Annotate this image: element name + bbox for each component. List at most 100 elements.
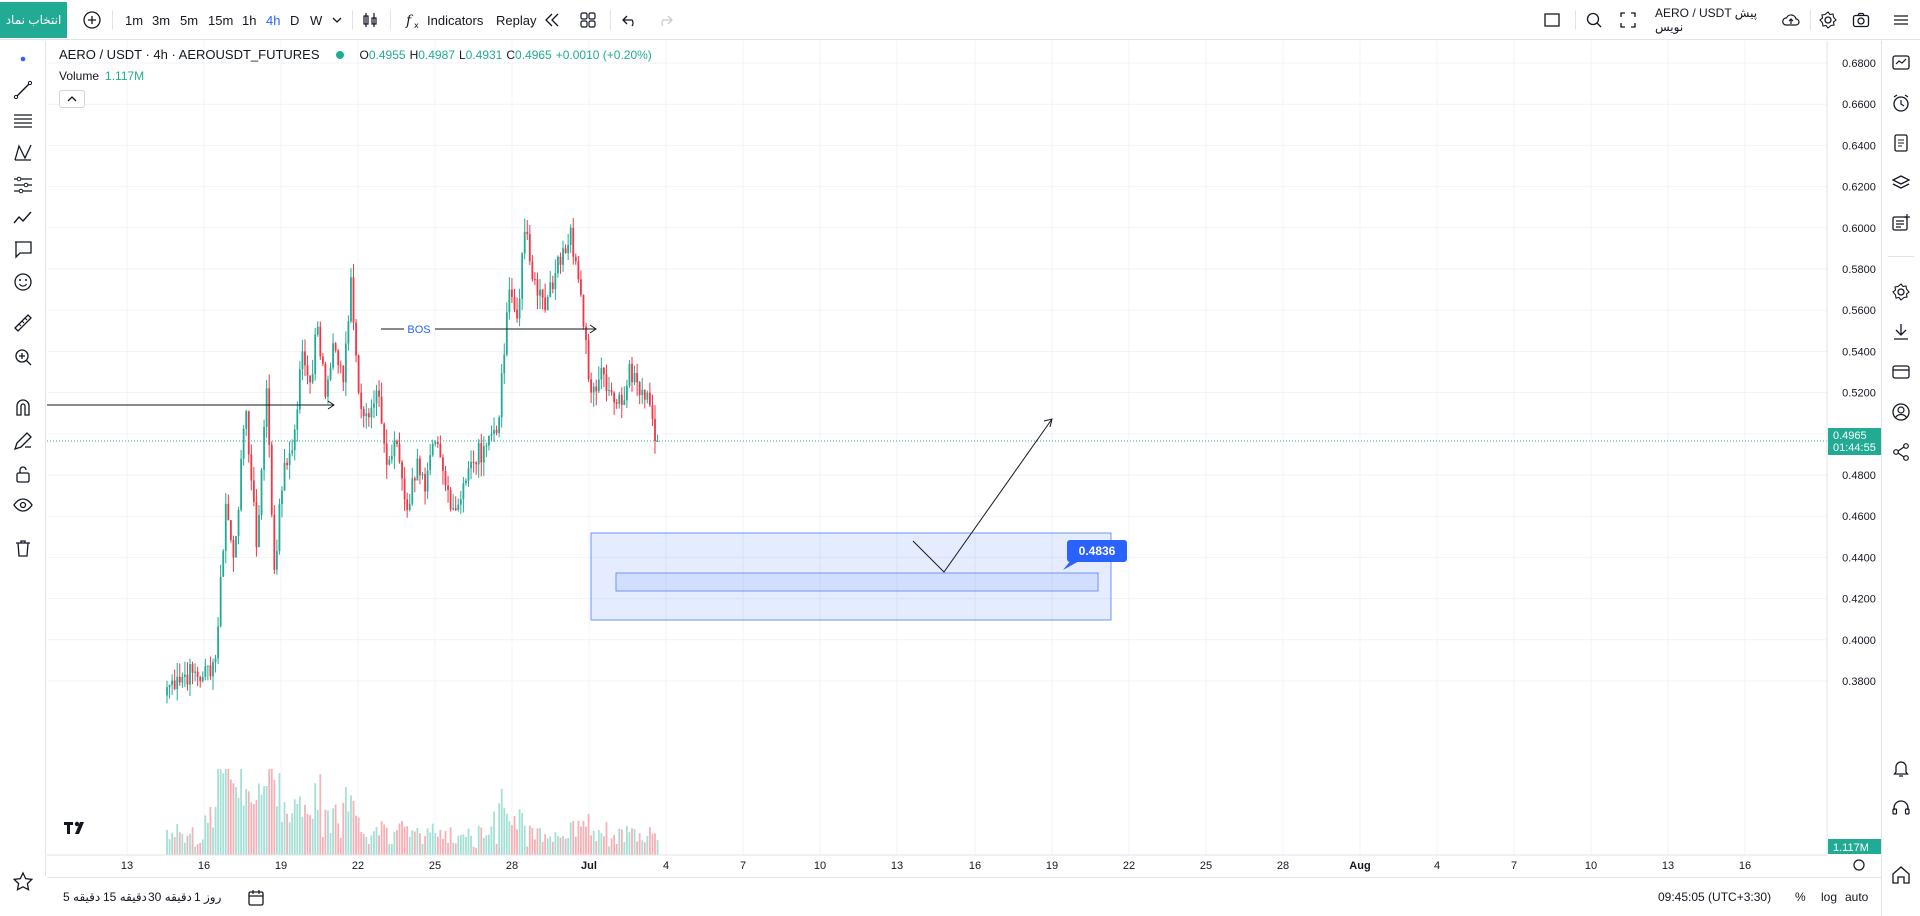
range-30-min[interactable]: 30 دقیقه [148, 890, 192, 904]
volume-bar [654, 833, 656, 855]
candle-body [242, 428, 245, 459]
volume-bar [592, 830, 595, 855]
volume-label[interactable]: Volume [59, 69, 100, 83]
magnet-icon[interactable] [11, 395, 35, 419]
clock-timezone[interactable]: 09:45:05 (UTC+3:30) [1658, 890, 1772, 904]
volume-bar [638, 833, 641, 855]
compare-add-icon[interactable] [82, 10, 102, 30]
symbol-search-button[interactable]: انتخاب نماد [0, 2, 67, 38]
log-scale-toggle[interactable]: log [1821, 890, 1838, 904]
projection-icon[interactable] [11, 173, 35, 197]
price-tick-label: 0.4200 [1842, 594, 1876, 606]
auto-scale-toggle[interactable]: auto [1845, 890, 1869, 904]
forecast-icon[interactable] [11, 206, 35, 230]
toolbar-divider [112, 10, 113, 30]
interval-1h[interactable]: 1h [242, 12, 257, 28]
layouts-grid-icon[interactable] [578, 10, 598, 30]
ruler-measure-icon[interactable] [11, 311, 35, 335]
redo-icon[interactable] [655, 10, 675, 30]
interval-15m[interactable]: 15m [208, 12, 234, 28]
replay-icon[interactable] [542, 10, 562, 30]
news-add-icon[interactable] [1890, 212, 1912, 234]
user-profile-icon[interactable] [1890, 401, 1912, 423]
candle-body [396, 440, 398, 445]
support-headset-icon[interactable] [1890, 797, 1912, 819]
indicators-button[interactable]: Indicators [427, 12, 484, 28]
download-icon[interactable] [1890, 321, 1912, 343]
trash-icon[interactable] [11, 536, 35, 560]
cursor-dot-icon[interactable] [11, 47, 35, 71]
chart-title[interactable]: AERO / USDT پیش نویس [1655, 6, 1758, 34]
price-tick-label: 0.3800 [1842, 676, 1876, 688]
interval-4h[interactable]: 4h [266, 12, 281, 28]
volume-bar [393, 831, 396, 855]
layers-icon[interactable] [1890, 172, 1912, 194]
trend-line-icon[interactable] [11, 78, 35, 102]
candle-body [472, 461, 475, 463]
calendar-goto-icon[interactable] [246, 888, 266, 908]
candle-body [454, 508, 457, 511]
lock-drawings-icon[interactable] [11, 462, 35, 486]
cloud-save-icon[interactable] [1781, 10, 1801, 30]
candle-body [626, 385, 628, 401]
menu-hamburger-icon[interactable] [1891, 10, 1911, 30]
candles-icon[interactable] [360, 10, 380, 30]
candle-body [449, 490, 452, 510]
volume-bar [324, 809, 327, 855]
camera-snapshot-icon[interactable] [1851, 10, 1871, 30]
scale-settings-icon[interactable] [1853, 859, 1865, 871]
interval-3m[interactable]: 3m [152, 12, 171, 28]
percent-scale-toggle[interactable]: % [1795, 890, 1806, 904]
candle-body [355, 322, 357, 356]
home-icon[interactable] [1890, 864, 1912, 886]
legend-symbol[interactable]: AERO / USDT · 4h · AEROUSDT_FUTURES [59, 47, 320, 62]
candle-body [500, 373, 503, 418]
emoji-icon[interactable] [11, 270, 35, 294]
fullscreen-square-icon[interactable] [1542, 10, 1562, 30]
volume-bar [339, 837, 342, 855]
candle-body [176, 676, 179, 689]
candle-body [168, 684, 171, 688]
candle-body [582, 294, 585, 327]
alarm-clock-icon[interactable] [1890, 92, 1912, 114]
settings-gear-icon[interactable] [1818, 10, 1838, 30]
text-callout-icon[interactable] [11, 237, 35, 261]
range-5-min[interactable]: 5 دقیقه [63, 890, 101, 904]
volume-bar [531, 827, 534, 855]
fib-levels-icon[interactable] [11, 109, 35, 133]
volume-bar [329, 832, 332, 855]
hide-drawings-eye-icon[interactable] [11, 493, 35, 517]
credit-card-icon[interactable] [1890, 361, 1912, 383]
projection-path [912, 418, 1053, 573]
undo-icon[interactable] [620, 10, 640, 30]
watchlist-icon[interactable] [1890, 52, 1912, 74]
maximize-icon[interactable] [1618, 10, 1638, 30]
interval-d[interactable]: D [290, 12, 300, 28]
price-tick-label: 0.6200 [1842, 182, 1876, 194]
zoom-in-icon[interactable] [11, 345, 35, 369]
interval-w[interactable]: W [310, 12, 323, 28]
candle-body [518, 298, 521, 319]
range-1-day[interactable]: 1 روز [194, 890, 222, 904]
time-tick-label: 16 [1739, 860, 1751, 872]
collapse-legend-button[interactable] [59, 90, 85, 108]
chevron-down-icon[interactable] [327, 10, 347, 30]
pattern-xabcd-icon[interactable] [11, 141, 35, 165]
notes-icon[interactable] [1890, 132, 1912, 154]
candle-body [301, 351, 304, 370]
interval-1m[interactable]: 1m [125, 12, 144, 28]
quick-search-icon[interactable] [1584, 10, 1604, 30]
settings-gear-icon[interactable] [1890, 281, 1912, 303]
keep-drawing-pencil-icon[interactable] [11, 429, 35, 453]
notification-bell-icon[interactable] [1890, 757, 1912, 779]
volume-bar [196, 844, 199, 855]
replay-button[interactable]: Replay [496, 12, 537, 28]
range-15-min[interactable]: 15 دقیقه [103, 890, 147, 904]
candle-body [385, 443, 388, 465]
price-tick-label: 0.6600 [1842, 99, 1876, 111]
interval-5m[interactable]: 5m [180, 12, 199, 28]
share-icon[interactable] [1890, 441, 1912, 463]
favorites-star-icon[interactable] [11, 870, 35, 894]
